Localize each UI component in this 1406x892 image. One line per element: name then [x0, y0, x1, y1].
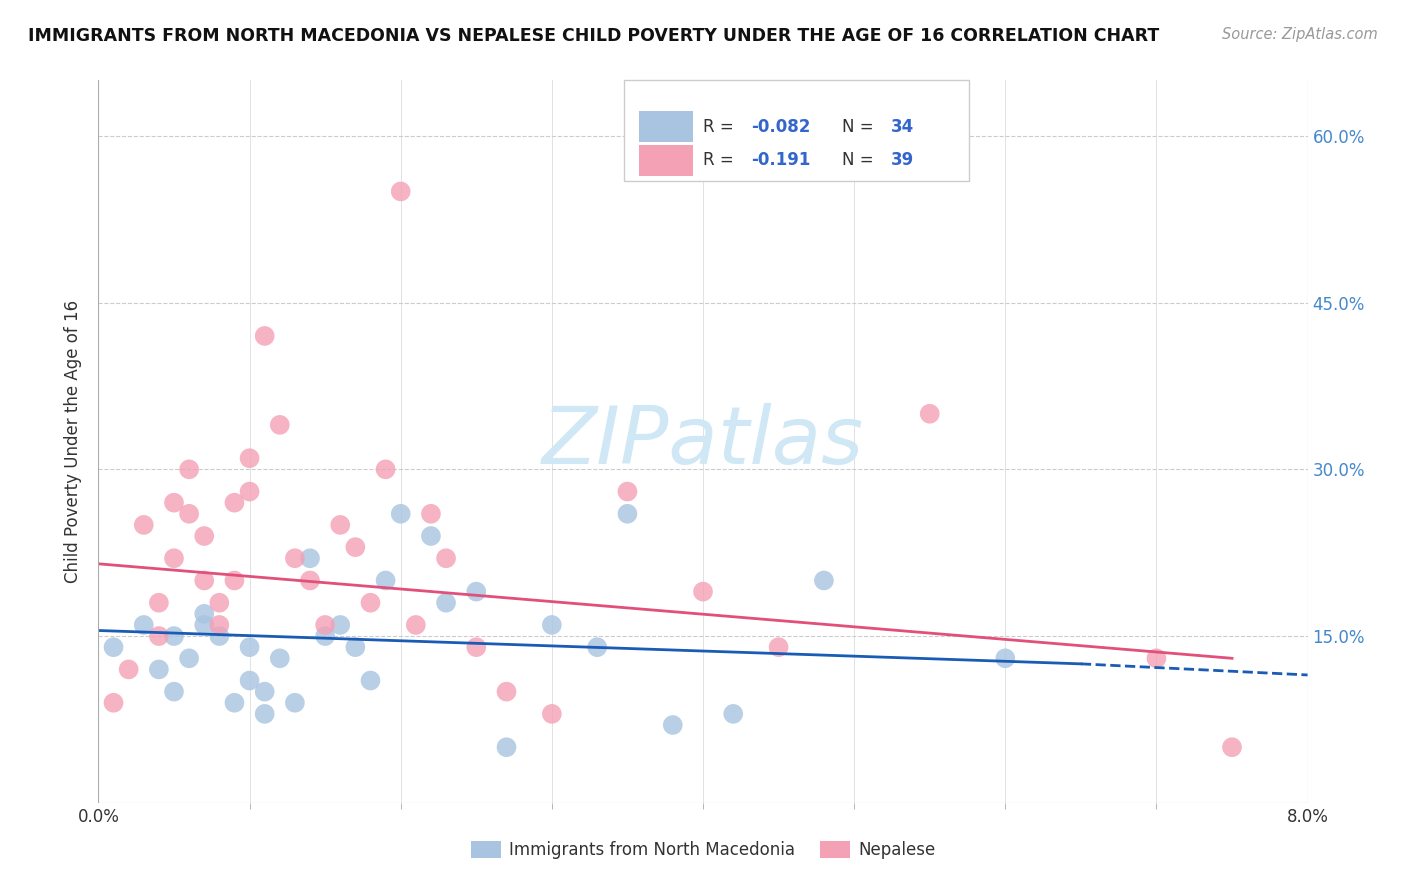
- Text: 34: 34: [890, 118, 914, 136]
- Point: [193, 607, 215, 621]
- Point: [994, 651, 1017, 665]
- Point: [239, 484, 262, 499]
- Point: [434, 551, 457, 566]
- Point: [224, 496, 246, 510]
- Point: [918, 407, 941, 421]
- Point: [329, 618, 352, 632]
- Point: [344, 640, 367, 655]
- Point: [465, 640, 488, 655]
- Point: [374, 462, 396, 476]
- Point: [360, 596, 382, 610]
- Point: [329, 517, 352, 532]
- Point: [224, 696, 246, 710]
- Point: [239, 640, 262, 655]
- Point: [132, 517, 155, 532]
- FancyBboxPatch shape: [624, 80, 969, 181]
- Text: -0.191: -0.191: [751, 152, 811, 169]
- Point: [224, 574, 246, 588]
- Text: -0.082: -0.082: [751, 118, 811, 136]
- Point: [768, 640, 790, 655]
- Point: [495, 684, 517, 698]
- Point: [132, 618, 155, 632]
- Point: [163, 684, 186, 698]
- FancyBboxPatch shape: [638, 112, 693, 142]
- Point: [495, 740, 517, 755]
- Point: [148, 629, 170, 643]
- FancyBboxPatch shape: [638, 145, 693, 176]
- Point: [179, 651, 201, 665]
- Text: R =: R =: [703, 118, 740, 136]
- Point: [208, 629, 231, 643]
- Point: [465, 584, 488, 599]
- Text: IMMIGRANTS FROM NORTH MACEDONIA VS NEPALESE CHILD POVERTY UNDER THE AGE OF 16 CO: IMMIGRANTS FROM NORTH MACEDONIA VS NEPAL…: [28, 27, 1160, 45]
- Point: [299, 574, 322, 588]
- Point: [163, 551, 186, 566]
- Point: [284, 696, 307, 710]
- Point: [193, 618, 215, 632]
- Point: [540, 618, 562, 632]
- Point: [586, 640, 609, 655]
- Text: 39: 39: [890, 152, 914, 169]
- Point: [193, 529, 215, 543]
- Point: [1146, 651, 1168, 665]
- Point: [103, 696, 125, 710]
- Point: [1220, 740, 1243, 755]
- Point: [148, 596, 170, 610]
- Point: [389, 507, 412, 521]
- Point: [179, 507, 201, 521]
- Point: [434, 596, 457, 610]
- Point: [314, 618, 336, 632]
- Point: [208, 596, 231, 610]
- Y-axis label: Child Poverty Under the Age of 16: Child Poverty Under the Age of 16: [65, 300, 83, 583]
- Point: [239, 673, 262, 688]
- Text: ZIPatlas: ZIPatlas: [541, 402, 865, 481]
- Point: [692, 584, 714, 599]
- Point: [299, 551, 322, 566]
- Point: [420, 507, 443, 521]
- Point: [374, 574, 396, 588]
- Point: [208, 618, 231, 632]
- Point: [360, 673, 382, 688]
- Point: [723, 706, 745, 721]
- Point: [616, 484, 638, 499]
- Point: [269, 417, 291, 432]
- Text: R =: R =: [703, 152, 744, 169]
- Text: Source: ZipAtlas.com: Source: ZipAtlas.com: [1222, 27, 1378, 42]
- Point: [405, 618, 427, 632]
- Point: [193, 574, 215, 588]
- Point: [253, 329, 276, 343]
- Point: [344, 540, 367, 554]
- Point: [179, 462, 201, 476]
- Point: [253, 706, 276, 721]
- Point: [118, 662, 141, 676]
- Point: [284, 551, 307, 566]
- Point: [314, 629, 336, 643]
- Point: [253, 684, 276, 698]
- Point: [148, 662, 170, 676]
- Point: [420, 529, 443, 543]
- Point: [163, 496, 186, 510]
- Point: [661, 718, 683, 732]
- Point: [616, 507, 638, 521]
- Point: [103, 640, 125, 655]
- Point: [389, 185, 412, 199]
- Point: [163, 629, 186, 643]
- Point: [813, 574, 835, 588]
- Text: N =: N =: [842, 152, 879, 169]
- Legend: Immigrants from North Macedonia, Nepalese: Immigrants from North Macedonia, Nepales…: [471, 841, 935, 860]
- Point: [269, 651, 291, 665]
- Text: N =: N =: [842, 118, 879, 136]
- Point: [239, 451, 262, 466]
- Point: [540, 706, 562, 721]
